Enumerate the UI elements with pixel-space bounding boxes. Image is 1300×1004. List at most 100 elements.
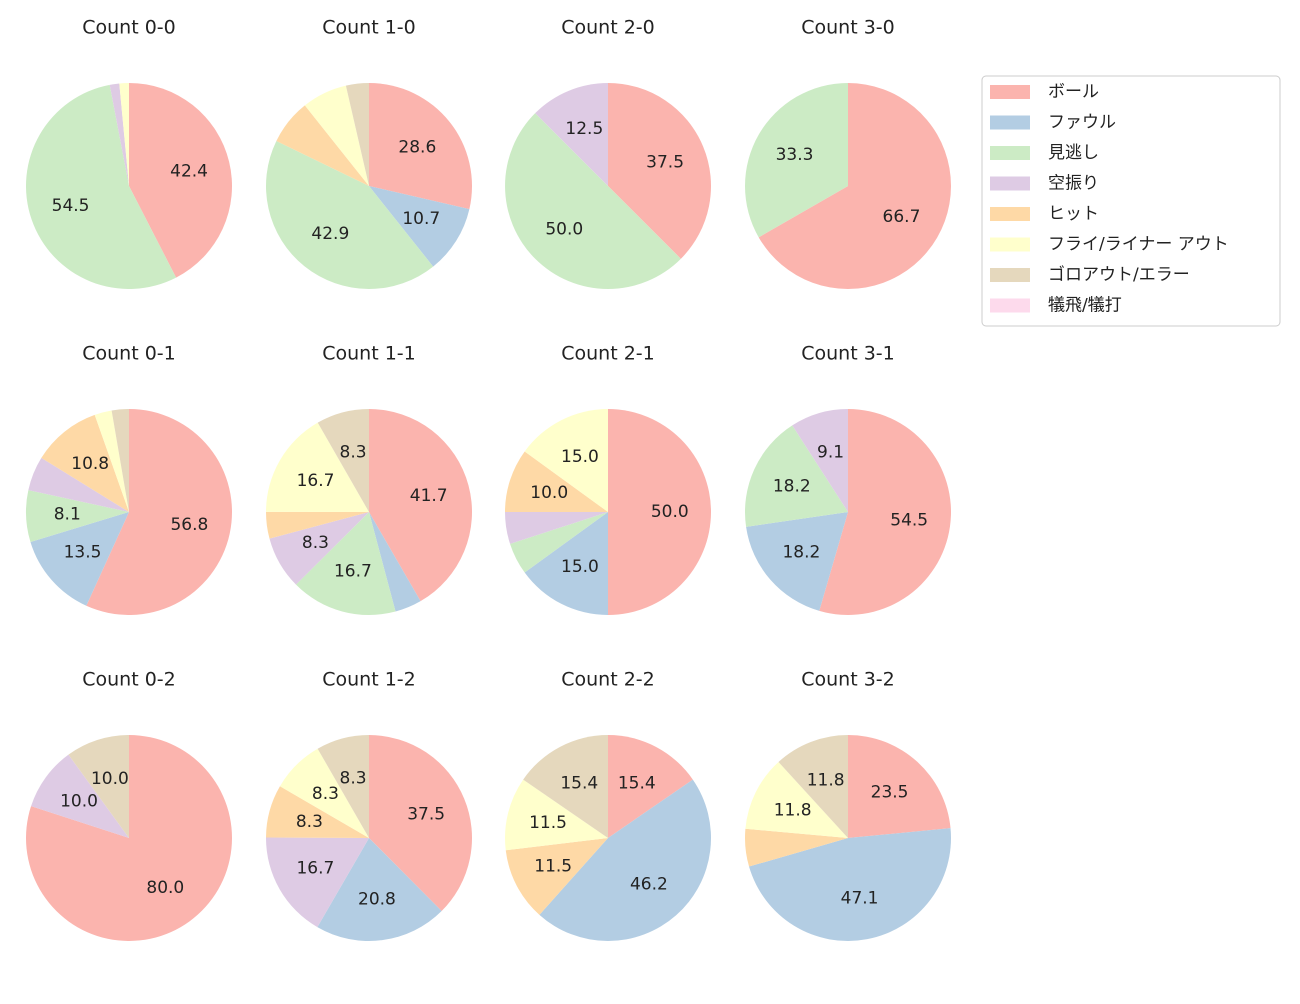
legend-label: 犠飛/犠打: [1048, 296, 1122, 316]
pie-slice: [369, 735, 472, 912]
pie-slice: [266, 511, 369, 539]
pie-slice: [266, 422, 369, 512]
pie-slice: [505, 451, 608, 512]
slice-label: 50.0: [545, 220, 583, 240]
pie-slice: [304, 85, 369, 186]
slice-label: 16.7: [334, 562, 372, 582]
slice-label: 8.3: [340, 768, 367, 788]
pie-slice: [744, 83, 848, 238]
pie-slice: [26, 84, 177, 289]
pie-slice: [41, 414, 130, 512]
pie-slice: [31, 754, 129, 838]
pie-slice: [119, 83, 129, 186]
pie-slice: [68, 735, 129, 838]
slice-label: 41.7: [410, 486, 448, 506]
pie-slice: [778, 735, 848, 838]
legend-label: 見逃し: [1048, 143, 1099, 163]
pie-slice: [535, 83, 608, 186]
slice-label: 15.4: [618, 773, 656, 793]
legend-swatch: [990, 146, 1030, 160]
chart-title: Count 2-2: [561, 669, 655, 691]
pie-slice: [276, 105, 369, 186]
pie-slice: [848, 735, 951, 838]
pie-slice: [510, 512, 608, 573]
slice-label: 10.7: [402, 209, 440, 229]
pie-slice: [369, 186, 470, 267]
pie-slice: [539, 779, 711, 941]
pie-slice: [819, 409, 951, 615]
slice-label: 8.3: [296, 812, 323, 832]
pie-slice: [608, 735, 693, 838]
slice-label: 46.2: [630, 874, 668, 894]
chart-title: Count 1-1: [322, 343, 416, 365]
legend-label: ボール: [1048, 82, 1099, 102]
pie-slice: [505, 512, 608, 544]
pie-slice: [523, 735, 608, 838]
pie-slice: [345, 83, 369, 186]
pie-slice: [26, 735, 233, 941]
chart-title: Count 0-0: [82, 17, 176, 39]
legend-swatch: [990, 85, 1030, 99]
pie-slice: [504, 779, 608, 851]
legend-label: ヒット: [1048, 204, 1099, 224]
chart-title: Count 1-2: [322, 669, 416, 691]
pie-slice: [369, 512, 421, 612]
slice-label: 42.9: [311, 224, 349, 244]
slice-label: 54.5: [52, 196, 90, 216]
pie-slice: [745, 425, 848, 527]
chart-title: Count 1-0: [322, 17, 416, 39]
slice-label: 23.5: [871, 782, 909, 802]
pie-slice: [749, 828, 951, 941]
chart-title: Count 2-1: [561, 343, 655, 365]
pie-slice: [505, 113, 681, 289]
slice-label: 12.5: [565, 119, 603, 139]
pie-slice: [94, 410, 129, 512]
slice-label: 56.8: [170, 515, 208, 535]
pie-slice: [266, 837, 369, 928]
slice-label: 11.5: [529, 813, 567, 833]
legend-swatch: [990, 298, 1030, 313]
chart-title: Count 0-2: [82, 669, 176, 691]
slice-label: 18.2: [773, 476, 811, 496]
slice-label: 11.8: [807, 770, 845, 790]
slice-label: 8.3: [312, 784, 339, 804]
pie-slice: [744, 828, 848, 867]
slice-label: 66.7: [883, 207, 921, 227]
pie-slice: [317, 409, 369, 512]
slice-label: 54.5: [890, 511, 928, 531]
slice-label: 80.0: [146, 878, 184, 898]
slice-label: 8.3: [340, 442, 367, 462]
pie-slice: [317, 735, 369, 838]
legend-label: ファウル: [1048, 113, 1116, 133]
slice-label: 11.5: [534, 857, 572, 877]
chart-title: Count 0-1: [82, 343, 176, 365]
chart-title: Count 2-0: [561, 17, 655, 39]
slice-label: 8.3: [302, 533, 329, 553]
slice-label: 10.0: [91, 769, 129, 789]
pie-slice: [524, 409, 608, 512]
slice-label: 9.1: [817, 443, 844, 463]
legend-swatch: [990, 115, 1030, 130]
pie-slice: [28, 457, 129, 512]
pie-slice: [369, 83, 473, 210]
slice-label: 37.5: [646, 152, 684, 172]
pie-slice: [745, 761, 848, 838]
slice-label: 15.4: [560, 773, 598, 793]
pie-slice: [111, 409, 129, 512]
slice-label: 28.6: [398, 138, 436, 158]
pie-slice: [279, 748, 369, 838]
chart-title: Count 3-1: [801, 343, 895, 365]
pie-slice: [86, 409, 233, 615]
slice-label: 50.0: [651, 502, 689, 522]
legend-label: フライ/ライナー アウト: [1048, 235, 1229, 255]
pie-slice: [505, 838, 608, 915]
pie-slice: [369, 409, 472, 602]
chart-title: Count 3-0: [801, 17, 895, 39]
slice-label: 8.1: [54, 505, 81, 525]
pie-slice: [608, 83, 711, 259]
slice-label: 42.4: [170, 161, 208, 181]
legend-swatch: [990, 176, 1030, 191]
slice-label: 16.7: [297, 471, 335, 491]
slice-label: 16.7: [296, 859, 334, 879]
